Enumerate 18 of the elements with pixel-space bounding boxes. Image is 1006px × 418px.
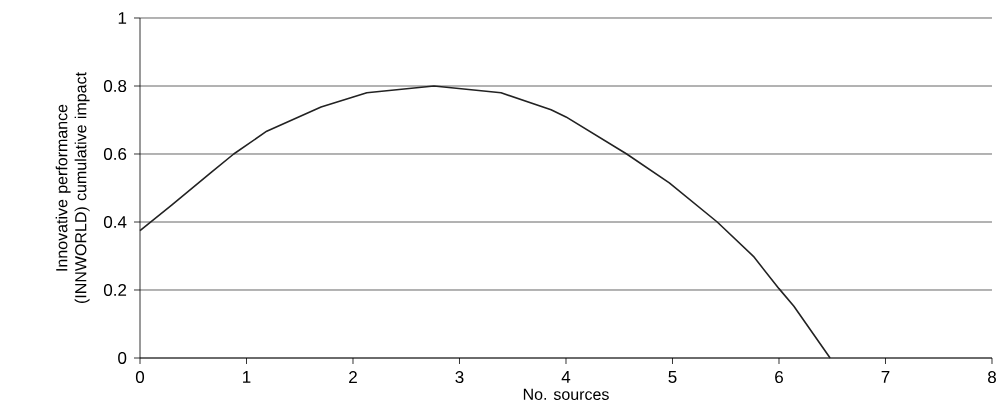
y-tick-label: 0.8	[103, 79, 127, 93]
x-tick-label: 0	[135, 371, 145, 384]
x-tick-label: 8	[988, 371, 996, 384]
y-tick-label: 1	[118, 12, 127, 24]
y-tick-label: 0.6	[103, 147, 127, 161]
y-axis-title: Innovative performance (INNWORLD) cumulative impact	[55, 72, 90, 304]
x-tick-label: 3	[455, 371, 464, 384]
y-tick-label: 0.2	[103, 284, 127, 297]
y-tick-label: 0.4	[103, 215, 127, 229]
line-series	[139, 85, 831, 359]
x-tick-label: 1	[243, 371, 251, 383]
y-tick-label: 0	[118, 352, 127, 365]
x-tick-label: 2	[349, 371, 357, 383]
x-tick-label: 4	[561, 371, 571, 383]
x-tick-label: 5	[668, 371, 677, 383]
x-axis-title: No. sources	[523, 388, 609, 400]
x-tick-label: 7	[881, 371, 890, 383]
x-tick-label: 6	[775, 371, 783, 384]
